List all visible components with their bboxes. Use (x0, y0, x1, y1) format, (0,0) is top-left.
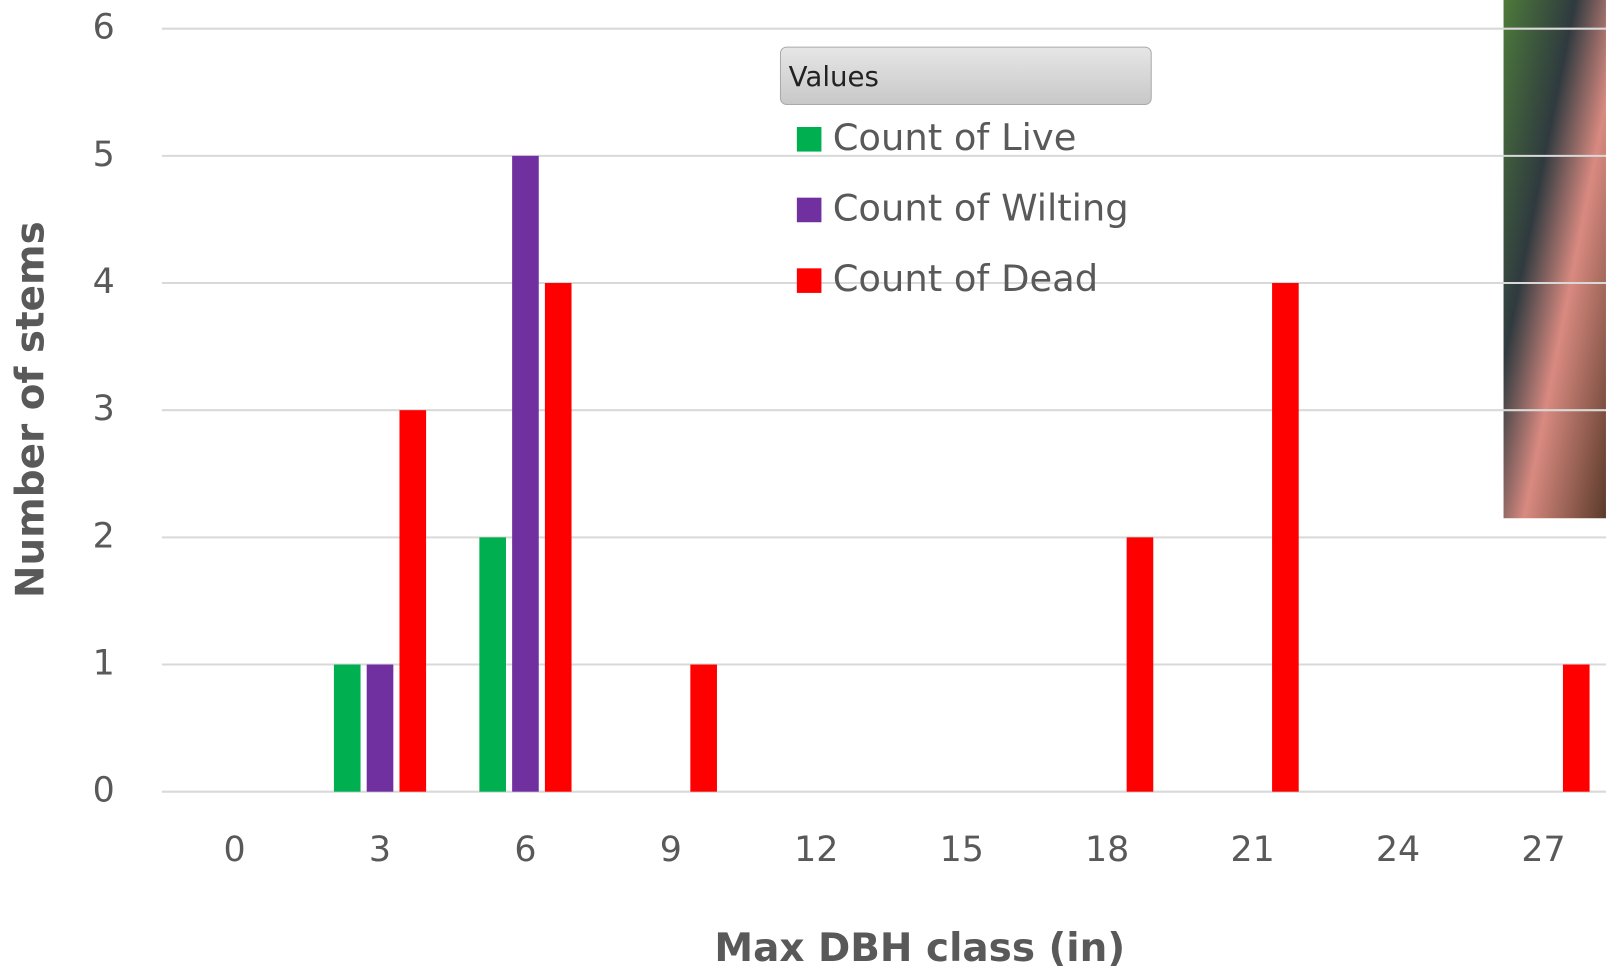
x-tick-label: 15 (940, 830, 984, 870)
legend-swatch (797, 198, 822, 223)
y-tick-label: 1 (93, 644, 115, 684)
legend-label: Count of Wilting (833, 186, 1129, 229)
bar (334, 665, 361, 792)
bar (1127, 537, 1154, 791)
y-tick-label: 3 (93, 389, 115, 429)
y-tick-label: 0 (93, 771, 115, 811)
bar (367, 665, 394, 792)
x-tick-label: 0 (223, 830, 245, 870)
bar (545, 283, 572, 792)
x-tick-label: 24 (1376, 830, 1420, 870)
x-tick-label: 12 (794, 830, 838, 870)
legend-swatch (797, 268, 822, 293)
bar (690, 665, 717, 792)
bar (512, 156, 539, 792)
x-tick-label: 21 (1230, 830, 1274, 870)
bar (399, 410, 426, 792)
legend-label: Count of Dead (833, 257, 1098, 300)
x-tick-label: 9 (660, 830, 682, 870)
x-tick-label: 6 (514, 830, 536, 870)
y-axis-title: Number of stems (8, 221, 53, 598)
photo-overlay (1504, 0, 1606, 518)
bar (1563, 665, 1590, 792)
y-tick-label: 5 (93, 135, 115, 175)
y-tick-label: 2 (93, 516, 115, 556)
y-tick-label: 6 (93, 8, 115, 48)
legend-title: Values (789, 60, 879, 93)
page: {"chart_data": {"type": "bar", "x_label"… (0, 0, 1606, 974)
x-tick-label: 18 (1085, 830, 1129, 870)
y-tick-label: 4 (93, 262, 115, 302)
chart: Max DBH class (in) Number of stems Value… (0, 0, 1606, 974)
x-tick-label: 27 (1521, 830, 1565, 870)
bar (1272, 283, 1299, 792)
legend-swatch (797, 127, 822, 152)
bar (479, 537, 506, 791)
x-tick-label: 3 (369, 830, 391, 870)
legend-label: Count of Live (833, 116, 1077, 159)
x-axis-title: Max DBH class (in) (714, 926, 1125, 971)
